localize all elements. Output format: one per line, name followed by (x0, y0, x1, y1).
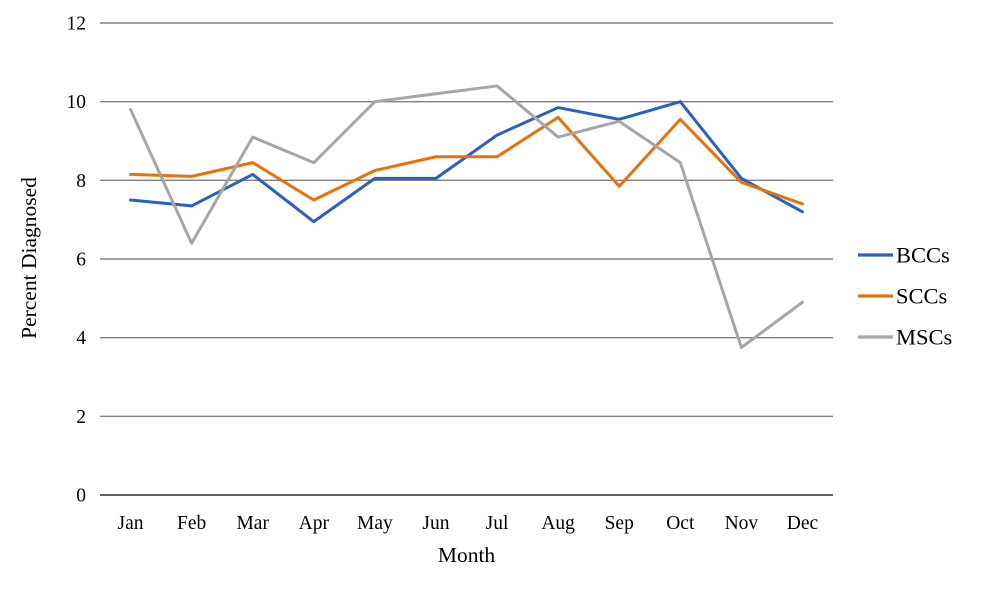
series-line-mscs (129, 84, 804, 349)
x-tick-label-apr: Apr (299, 513, 330, 534)
x-tick-label-dec: Dec (787, 513, 819, 534)
y-tick-label-6: 6 (76, 250, 86, 271)
series-line-sccs (129, 115, 804, 206)
legend-label-sccs: SCCs (896, 284, 947, 309)
x-tick-label-feb: Feb (177, 513, 206, 534)
x-tick-label-oct: Oct (666, 513, 695, 534)
y-tick-label-0: 0 (76, 486, 86, 507)
y-tick-label-2: 2 (76, 407, 86, 428)
legend-label-bccs: BCCs (896, 243, 950, 268)
x-tick-label-aug: Aug (541, 513, 575, 534)
x-tick-label-nov: Nov (725, 513, 759, 534)
legend-label-mscs: MSCs (896, 325, 952, 350)
x-tick-label-jan: Jan (118, 513, 144, 534)
y-tick-label-8: 8 (76, 171, 86, 192)
x-tick-label-mar: Mar (236, 513, 269, 534)
y-axis-title: Percent Diagnosed (17, 177, 41, 339)
x-tick-label-may: May (357, 513, 393, 534)
x-tick-label-jun: Jun (422, 513, 449, 534)
x-tick-label-jul: Jul (486, 513, 509, 534)
series-line-bccs (129, 100, 804, 224)
y-tick-label-12: 12 (67, 14, 87, 35)
y-tick-label-4: 4 (76, 328, 86, 349)
x-tick-label-sep: Sep (605, 513, 634, 534)
x-axis-title: Month (438, 543, 496, 567)
y-tick-label-10: 10 (67, 92, 87, 113)
